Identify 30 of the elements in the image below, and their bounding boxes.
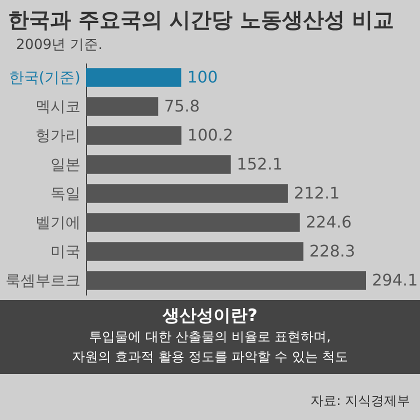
bar [86, 271, 366, 290]
chart-title: 한국과 주요국의 시간당 노동생산성 비교 [8, 8, 394, 32]
y-tick-label: 헝가리 [36, 126, 80, 144]
y-tick-label: 벨기에 [36, 214, 80, 232]
text: 투입물에 대한 산출물의 비율로 표현하며, [88, 329, 332, 347]
text: 자원의 효과적 활용 정도를 파악할 수 있는 척도 [71, 349, 349, 367]
bar [86, 68, 182, 87]
bar [86, 184, 288, 203]
bar [86, 213, 300, 232]
bar [86, 97, 158, 116]
text: 생산성이란? [162, 306, 258, 326]
y-tick-label: 룩셈부르크 [6, 272, 80, 290]
text: 자료: 지식경제부 [310, 393, 410, 410]
data-label: 294.1 [372, 270, 418, 290]
data-label: 212.1 [294, 184, 340, 202]
chart-subtitle: 2009년 기준. [16, 37, 103, 53]
bar [86, 155, 231, 174]
data-label: 228.3 [309, 242, 356, 260]
data-label: 100 [187, 68, 218, 86]
bar [86, 126, 182, 145]
bar [86, 242, 304, 261]
y-tick-label: 멕시코 [36, 98, 80, 116]
data-label: 152.1 [236, 154, 283, 174]
data-label: 224.6 [306, 212, 352, 232]
y-tick-label: 미국 [50, 242, 80, 260]
y-tick-label: 독일 [50, 184, 80, 202]
data-label: 75.8 [164, 96, 200, 116]
y-tick-label: 한국(기준) [8, 68, 80, 86]
y-tick-label: 일본 [50, 156, 80, 174]
data-label: 100.2 [187, 126, 234, 144]
